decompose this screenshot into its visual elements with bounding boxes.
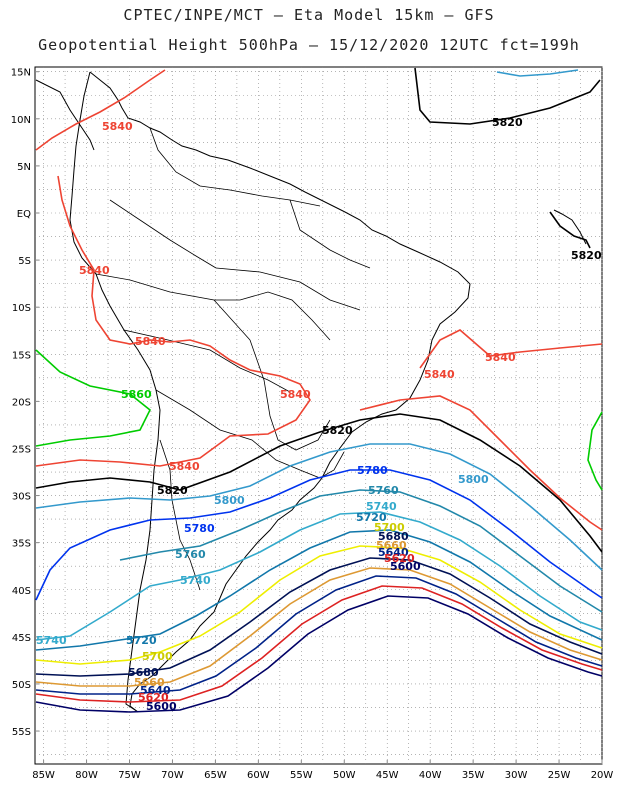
- label-5660-a: 5660: [376, 539, 407, 552]
- label-5760-a: 5760: [368, 484, 399, 497]
- contour-5660: [35, 567, 603, 687]
- contour-5760: [119, 489, 603, 613]
- label-5820-a: 5820: [492, 116, 523, 129]
- map-frame: [34, 66, 603, 765]
- label-5840-e: 5840: [424, 368, 455, 381]
- lon-tick-label: 65W: [204, 770, 227, 781]
- contour-5800: [35, 443, 603, 571]
- lon-tick-label: 75W: [118, 770, 141, 781]
- label-5840-c: 5840: [135, 335, 166, 348]
- lat-tick-label: 25S: [12, 444, 31, 455]
- label-5600-a: 5600: [390, 560, 421, 573]
- contour-5840-north: [35, 69, 166, 151]
- axis-ticks: 15N 10N 5N EQ 5S 10S 15S 20S 25S 30S 35S 40S 45S 50S 5…: [11, 68, 614, 781]
- lat-tick-label: 30S: [12, 492, 31, 503]
- lon-tick-label: 25W: [548, 770, 571, 781]
- label-5740-c: 5740: [36, 634, 67, 647]
- lon-tick-label: 60W: [247, 770, 270, 781]
- lat-tick-label: 15N: [11, 68, 31, 79]
- contour-5700: [35, 545, 603, 665]
- lat-tick-label: 45S: [12, 633, 31, 644]
- lon-tick-label: 35W: [462, 770, 485, 781]
- label-5820-c: 5820: [322, 424, 353, 437]
- contour-5840: [35, 175, 311, 467]
- contour-5780: [35, 469, 603, 601]
- lat-tick-label: 5N: [17, 162, 31, 173]
- lat-tick-label: 10S: [12, 303, 31, 314]
- label-5720-b: 5720: [126, 634, 157, 647]
- contour-5820-east: [549, 211, 591, 249]
- contour-5740: [35, 511, 603, 641]
- lon-tick-label: 70W: [161, 770, 184, 781]
- label-5840-a: 5840: [102, 120, 133, 133]
- lon-tick-label: 20W: [591, 770, 614, 781]
- lon-tick-label: 80W: [75, 770, 98, 781]
- label-5780-b: 5780: [184, 522, 215, 535]
- lat-tick-label: 15S: [12, 350, 31, 361]
- label-5860: 5860: [121, 388, 152, 401]
- contour-5620: [35, 585, 603, 703]
- label-5680-a: 5680: [378, 530, 409, 543]
- title-line-1: CPTEC/INPE/MCT – Eta Model 15km – GFS: [123, 6, 495, 24]
- contour-5820-north: [414, 67, 601, 125]
- country-borders: [95, 127, 371, 591]
- contour-5820-small: [496, 69, 579, 77]
- label-5600-b: 5600: [146, 700, 177, 713]
- lat-tick-label: 50S: [12, 680, 31, 691]
- label-5840-f: 5840: [280, 388, 311, 401]
- contours: [35, 67, 603, 713]
- lon-tick-label: 30W: [505, 770, 528, 781]
- label-5680-b: 5680: [128, 666, 159, 679]
- contour-5680: [35, 557, 603, 677]
- lat-tick-label: 35S: [12, 539, 31, 550]
- lon-tick-label: 45W: [376, 770, 399, 781]
- contour-5840-east: [419, 329, 603, 369]
- lat-tick-label: 5S: [18, 256, 31, 267]
- label-5640-b: 5640: [140, 684, 171, 697]
- contour-5720: [35, 529, 603, 651]
- label-5820-b: 5820: [571, 249, 602, 262]
- contour-5640: [35, 575, 603, 695]
- contour-5860: [35, 349, 152, 447]
- lon-tick-label: 55W: [290, 770, 313, 781]
- lon-tick-label: 85W: [32, 770, 55, 781]
- contour-5860-east: [587, 411, 603, 491]
- lat-tick-label: 20S: [12, 397, 31, 408]
- lat-tick-label: EQ: [17, 209, 31, 220]
- contour-5840-south: [359, 395, 603, 531]
- label-5780-a: 5780: [357, 464, 388, 477]
- lat-tick-label: 55S: [12, 727, 31, 738]
- lat-tick-label: 40S: [12, 586, 31, 597]
- label-5760-b: 5760: [175, 548, 206, 561]
- contour-5600: [35, 595, 603, 713]
- label-5740-b: 5740: [180, 574, 211, 587]
- label-5800-b: 5800: [214, 494, 245, 507]
- label-5840-b: 5840: [79, 264, 110, 277]
- title-line-2: Geopotential Height 500hPa – 15/12/2020 …: [38, 36, 580, 54]
- label-5700-b: 5700: [142, 650, 173, 663]
- contour-labels: 5820 5820 5820 5820 5840 5840 5840 5840 …: [36, 116, 602, 713]
- label-5700-a: 5700: [374, 521, 405, 534]
- contour-5820: [35, 413, 603, 553]
- coastline: [35, 71, 587, 713]
- lon-tick-label: 50W: [333, 770, 356, 781]
- lon-tick-label: 40W: [419, 770, 442, 781]
- label-5740-a: 5740: [366, 500, 397, 513]
- label-5820-d: 5820: [157, 484, 188, 497]
- label-5840-g: 5840: [169, 460, 200, 473]
- label-5620-b: 5620: [138, 691, 169, 704]
- label-5660-b: 5660: [134, 676, 165, 689]
- label-5840-d: 5840: [485, 351, 516, 364]
- label-5720-a: 5720: [356, 511, 387, 524]
- label-5640-a: 5640: [378, 546, 409, 559]
- label-5620-a: 5620: [384, 552, 415, 565]
- lat-tick-label: 10N: [11, 115, 31, 126]
- label-5800-a: 5800: [458, 473, 489, 486]
